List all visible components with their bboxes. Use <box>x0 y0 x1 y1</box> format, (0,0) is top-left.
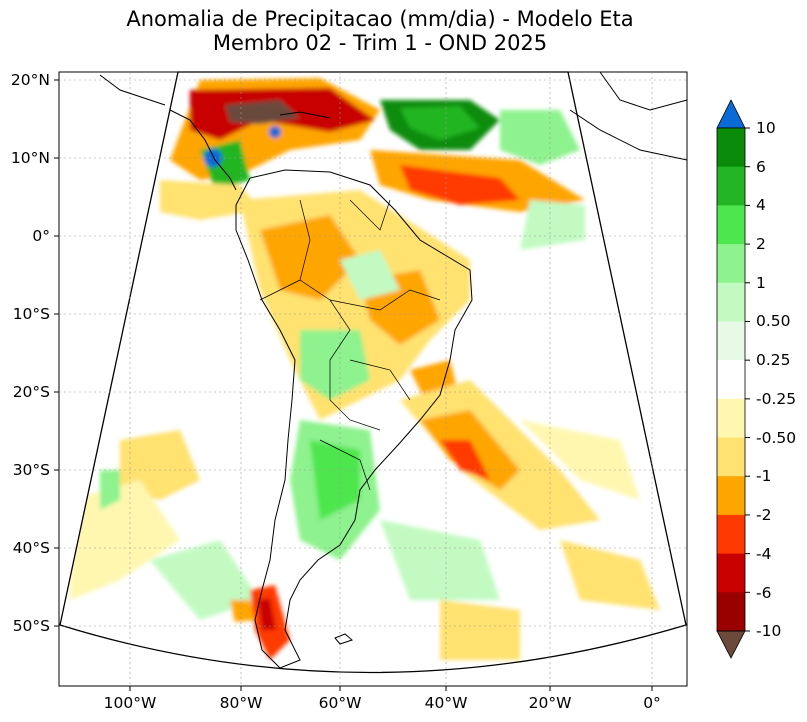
colorbar-segment <box>717 205 745 245</box>
colorbar-extend-bottom <box>716 630 746 659</box>
colorbar-segment <box>717 514 745 555</box>
colorbar-segment <box>717 398 745 439</box>
colorbar-label: -2 <box>756 506 772 524</box>
lon-label-0: 0° <box>643 694 661 712</box>
lon-label-20W: 20°W <box>528 694 572 712</box>
colorbar-segment <box>717 360 745 400</box>
colorbar-segment <box>717 437 745 477</box>
colorbar-segment <box>717 128 745 168</box>
gridlines <box>59 72 687 686</box>
country-borders <box>259 199 441 491</box>
colorbar-label: -1 <box>756 467 772 485</box>
lon-label-60W: 60°W <box>318 694 362 712</box>
lon-label-40W: 40°W <box>424 694 468 712</box>
map-title-line2: Membro 02 - Trim 1 - OND 2025 <box>212 31 548 55</box>
lat-label-10S: 10°S <box>12 305 50 323</box>
lat-label-50S: 50°S <box>12 617 50 635</box>
axis-ticks <box>54 79 653 691</box>
lat-label-30S: 30°S <box>12 461 50 479</box>
colorbar-label: -0.25 <box>756 390 797 408</box>
colorbar-label: 0.25 <box>756 351 791 369</box>
colorbar-segment <box>717 282 745 322</box>
lat-label-0: 0° <box>32 227 50 245</box>
colorbar-segment <box>717 553 745 593</box>
colorbar-label: -0.50 <box>756 429 797 447</box>
anomaly-field <box>60 72 686 673</box>
colorbar-segment <box>717 476 745 516</box>
colorbar-label: -6 <box>756 584 772 602</box>
colorbar-label: 6 <box>756 158 766 176</box>
colorbar <box>716 99 750 659</box>
lat-label-40S: 40°S <box>12 539 50 557</box>
colorbar-extend-top <box>716 99 746 129</box>
colorbar-segment <box>717 166 745 206</box>
lon-label-80W: 80°W <box>219 694 263 712</box>
colorbar-label: -4 <box>756 545 772 563</box>
colorbar-segment <box>717 592 745 632</box>
map-title-line1: Anomalia de Precipitacao (mm/dia) - Mode… <box>126 7 634 31</box>
lat-label-20N: 20°N <box>10 71 50 89</box>
colorbar-label: 10 <box>756 119 776 137</box>
lat-label-10N: 10°N <box>10 149 50 167</box>
colorbar-label: 4 <box>756 196 766 214</box>
colorbar-label: 1 <box>756 274 766 292</box>
colorbar-segment <box>717 321 745 361</box>
colorbar-label: 2 <box>756 235 766 253</box>
colorbar-label: 0.50 <box>756 312 791 330</box>
coastlines <box>99 71 688 669</box>
colorbar-segment <box>717 244 745 284</box>
lat-label-20S: 20°S <box>12 383 50 401</box>
lon-label-100W: 100°W <box>103 694 157 712</box>
domain-boundary <box>59 71 687 674</box>
colorbar-label: -10 <box>756 622 782 640</box>
